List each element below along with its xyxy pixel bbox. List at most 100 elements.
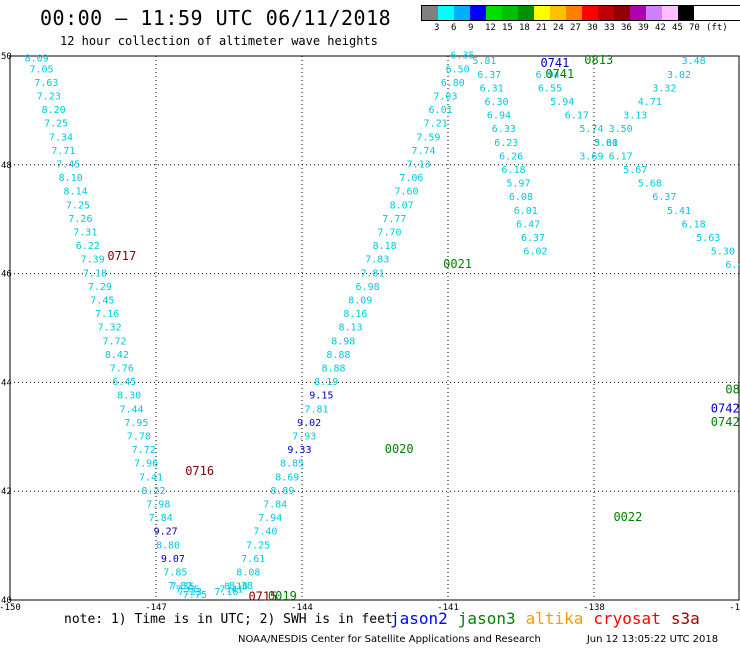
pass-label: 0022 [613, 510, 642, 524]
pass-label: 0814 [725, 382, 740, 396]
wave-height-value: 3.02 [667, 70, 691, 81]
legend-swatch [566, 6, 582, 20]
wave-height-value: 7.98 [146, 500, 170, 511]
legend-swatch [582, 6, 598, 20]
wave-height-value: 3.32 [652, 83, 676, 94]
x-tick-label: -141 [437, 603, 459, 613]
pass-label: 0742 [711, 415, 740, 429]
map-title: 00:00 – 11:59 UTC 06/11/2018 [40, 6, 392, 30]
legend-label: 3 [434, 23, 440, 33]
wave-height-value: 7.85 [163, 568, 187, 579]
pass-label: 0741 [545, 67, 574, 81]
wave-height-value: 6.55 [538, 83, 562, 94]
wave-height-value: 3.48 [682, 56, 706, 67]
wave-height-value: 7.23 [178, 587, 202, 598]
wave-height-value: 7.45 [90, 296, 114, 307]
wave-height-value: 8.88 [321, 364, 345, 375]
satellite-cryosat: cryosat [593, 609, 661, 628]
wave-height-value: 6.33 [492, 124, 516, 135]
wave-height-value: 7.59 [416, 132, 440, 143]
wave-height-value: 7.23 [37, 92, 61, 103]
wave-height-value: 7.70 [377, 228, 401, 239]
wave-height-value: 6.47 [516, 219, 540, 230]
legend-labels: 3 6 9 12 15 18 21 24 27 30 33 36 39 42 45 70 (ft) [421, 21, 740, 35]
wave-height-value: 7.84 [149, 513, 173, 524]
legend-label: 9 [468, 23, 474, 33]
legend-swatch [470, 6, 486, 20]
legend-swatch [598, 6, 614, 20]
wave-height-value: 7.84 [263, 500, 287, 511]
legend-label: 33 [604, 23, 615, 33]
wave-height-value: 7.32 [98, 323, 122, 334]
wave-height-value: 6.17 [565, 111, 589, 122]
legend-swatch [502, 6, 518, 20]
wave-height-value: 5.94 [550, 97, 574, 108]
pass-label: 0741 [540, 56, 569, 70]
wave-height-value: 5.74 [579, 124, 603, 135]
wave-height-value: 7.61 [241, 554, 265, 565]
wave-height-value: 7.81 [360, 268, 384, 279]
wave-height-value: 7.34 [49, 132, 73, 143]
wave-height-value: 7.74 [412, 146, 436, 157]
pass-label: 0813 [584, 53, 613, 67]
legend-label: 6 [451, 23, 457, 33]
x-tick-label: -135 [729, 603, 740, 613]
wave-height-value: 6.01 [514, 206, 538, 217]
wave-height-value: 8.09 [348, 296, 372, 307]
wave-height-value: 8.30 [117, 391, 141, 402]
pass-label: 0716 [185, 464, 214, 478]
wave-height-value: 7.72 [132, 445, 156, 456]
wave-height-value: 5.63 [696, 233, 720, 244]
wave-height-value: 8.88 [326, 350, 350, 361]
wave-height-value: 8.07 [390, 200, 414, 211]
wave-height-value: 6.18 [502, 165, 526, 176]
wave-height-value: 5.97 [506, 179, 530, 190]
legend-label: 27 [570, 23, 581, 33]
wave-height-value: 7.03 [433, 92, 457, 103]
legend-label: 12 [485, 23, 496, 33]
y-tick-label: 48 [1, 161, 12, 171]
wave-height-value: 3.50 [609, 124, 633, 135]
wave-height-value: 5.67 [623, 165, 647, 176]
pass-label: 0742 [711, 401, 740, 415]
wave-height-value: 8.20 [42, 105, 66, 116]
wave-height-value: 8.10 [224, 582, 248, 593]
wave-height-value: 6.80 [441, 78, 465, 89]
wave-height-value: 6.31 [480, 83, 504, 94]
wave-height-value: 8.69 [275, 472, 299, 483]
y-tick-label: 40 [1, 596, 12, 606]
wave-height-value: 7.82 [168, 581, 192, 592]
wave-height-value: 8.98 [331, 336, 355, 347]
pass-label: 0021 [443, 257, 472, 271]
legend-swatch [454, 6, 470, 20]
wave-height-value: 8.80 [156, 540, 180, 551]
wave-height-value: 8.08 [236, 568, 260, 579]
wave-height-value: 7.75 [183, 590, 207, 601]
wave-height-value: 6.37 [521, 233, 545, 244]
generated-timestamp: Jun 12 13:05:22 UTC 2018 [586, 634, 719, 645]
map-frame [9, 55, 740, 601]
wave-height-value: 7.16 [214, 587, 238, 598]
wave-height-value: 7.65 [175, 584, 199, 595]
wave-height-value: 7.71 [51, 146, 75, 157]
legend-swatch [678, 6, 694, 20]
wave-height-value: 5.81 [594, 138, 618, 149]
x-tick-label: -150 [0, 603, 21, 613]
legend-swatch [486, 6, 502, 20]
wave-height-value: 7.44 [120, 404, 144, 415]
wave-height-value: 7.18 [83, 268, 107, 279]
legend-label: 42 [655, 23, 666, 33]
wave-height-value: 8.14 [64, 187, 88, 198]
wave-height-value: 8.13 [339, 323, 363, 334]
wave-height-value: 7.35 [171, 582, 195, 593]
wave-height-value: 9.15 [309, 391, 333, 402]
legend-label: 45 [672, 23, 683, 33]
wave-height-value: 7.39 [81, 255, 105, 266]
wave-height-value: 8.38 [229, 581, 253, 592]
wave-height-value: 6.98 [356, 282, 380, 293]
wave-height-value: 7.76 [110, 364, 134, 375]
y-tick-label: 44 [1, 378, 12, 388]
wave-height-value: 6.01 [429, 105, 453, 116]
wave-height-value: 5.30 [711, 247, 735, 258]
color-legend: 3 6 9 12 15 18 21 24 27 30 33 36 39 42 45 70 (ft) [421, 5, 740, 35]
